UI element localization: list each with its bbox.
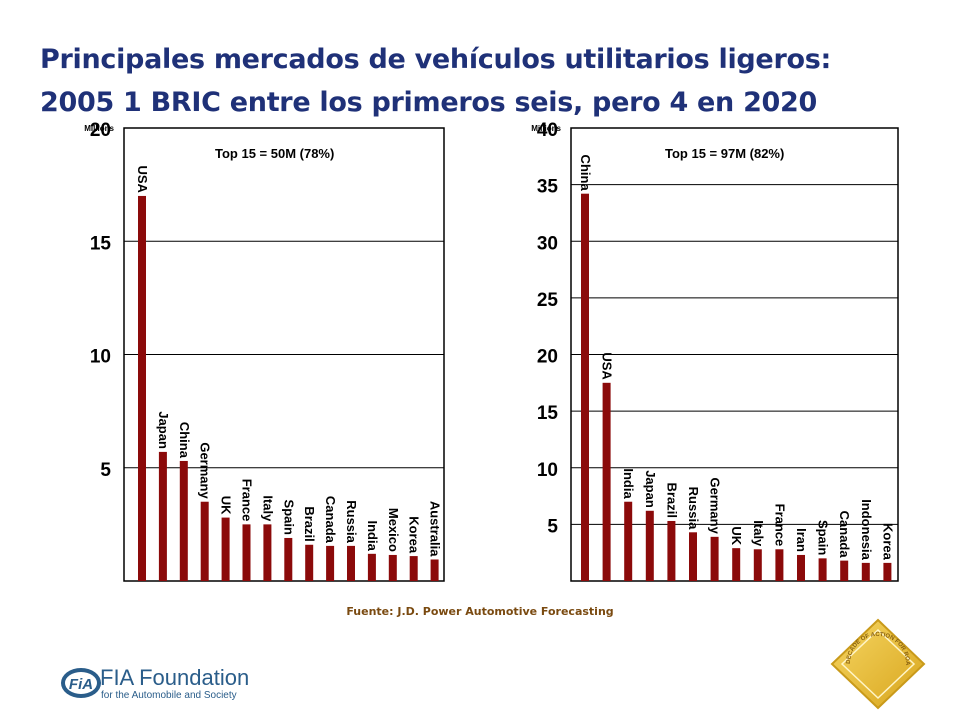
y-tick-label: 20: [537, 347, 558, 368]
logo-subtitle: for the Automobile and Society: [101, 690, 237, 701]
bar: [347, 545, 355, 581]
category-label: India: [621, 468, 636, 499]
category-label: Korea: [880, 523, 895, 561]
category-label: Germany: [708, 477, 723, 534]
bar: [367, 553, 376, 581]
category-label: India: [365, 520, 380, 551]
category-label: USA: [135, 165, 150, 193]
category-label: UK: [729, 526, 744, 545]
bar: [689, 532, 697, 581]
bar: [624, 501, 633, 581]
category-label: USA: [600, 352, 615, 380]
bar: [326, 545, 335, 581]
category-label: Japan: [643, 470, 658, 508]
y-tick-label: 10: [537, 460, 558, 481]
category-label: China: [177, 422, 192, 459]
bar: [818, 558, 827, 581]
bar: [840, 560, 849, 581]
bar: [284, 537, 293, 581]
bar: [388, 554, 397, 581]
road-safety-badge-icon: DECADE OF ACTION FOR ROAD SAFETY 2011-20…: [828, 618, 926, 710]
category-label: Germany: [198, 442, 213, 499]
bar: [138, 195, 146, 581]
bar: [667, 520, 676, 581]
logo-name: FIA Foundation: [100, 665, 250, 690]
bar: [158, 451, 167, 581]
y-tick-label: 35: [537, 177, 559, 198]
bar: [242, 524, 251, 581]
y-unit-label: Millions: [531, 124, 561, 133]
bar: [263, 524, 272, 581]
bar: [409, 556, 418, 581]
category-label: Canada: [323, 496, 338, 544]
bar: [732, 548, 741, 581]
fia-logo-icon: FiA: [61, 668, 101, 698]
category-label: Russia: [344, 500, 359, 543]
category-label: France: [772, 504, 787, 547]
bar: [797, 554, 805, 581]
bar: [221, 517, 230, 581]
category-label: Italy: [751, 520, 766, 547]
page-title: Principales mercados de vehículos utilit…: [40, 38, 831, 124]
bar: [753, 549, 762, 581]
category-label: Spain: [816, 520, 831, 555]
y-tick-label: 10: [90, 347, 111, 368]
y-tick-label: 15: [537, 403, 559, 424]
y-tick-label: 30: [537, 233, 558, 254]
y-tick-label: 5: [100, 460, 111, 481]
bar: [883, 562, 892, 581]
title-line-1: Principales mercados de vehículos utilit…: [40, 44, 831, 75]
y-unit-label: Millions: [84, 124, 114, 133]
bar: [430, 559, 439, 581]
category-label: Canada: [837, 511, 852, 559]
logo-mark: FiA: [69, 676, 93, 693]
bar: [710, 536, 719, 581]
bar: [602, 382, 611, 581]
bar: [775, 549, 784, 581]
chart-annotation: Top 15 = 97M (82%): [665, 146, 784, 161]
y-tick-label: 25: [537, 290, 559, 311]
category-label: Russia: [686, 487, 701, 530]
bar: [305, 544, 314, 581]
bar: [861, 562, 870, 581]
category-label: Japan: [156, 411, 171, 449]
category-label: Brazil: [302, 506, 317, 541]
category-label: UK: [219, 496, 234, 515]
title-line-2: 2005 1 BRIC entre los primeros seis, per…: [40, 87, 818, 118]
bar: [645, 510, 654, 581]
bar: [179, 460, 188, 581]
category-label: Indonesia: [859, 499, 874, 560]
bar: [200, 501, 209, 581]
y-tick-label: 40: [537, 120, 558, 141]
category-label: Italy: [260, 495, 275, 522]
y-tick-label: 5: [547, 516, 558, 537]
category-label: France: [240, 479, 255, 522]
category-label: China: [578, 155, 593, 192]
plot-frame: [123, 127, 445, 582]
category-label: Mexico: [386, 508, 401, 552]
chart-annotation: Top 15 = 50M (78%): [215, 146, 334, 161]
category-label: Brazil: [664, 483, 679, 518]
category-label: Australia: [428, 501, 443, 557]
category-label: Korea: [407, 516, 422, 554]
source-note: Fuente: J.D. Power Automotive Forecastin…: [346, 605, 614, 618]
bar: [581, 193, 589, 581]
y-tick-label: 20: [90, 120, 111, 141]
category-label: Spain: [281, 500, 296, 535]
category-label: Iran: [794, 528, 809, 552]
y-tick-label: 15: [90, 233, 112, 254]
